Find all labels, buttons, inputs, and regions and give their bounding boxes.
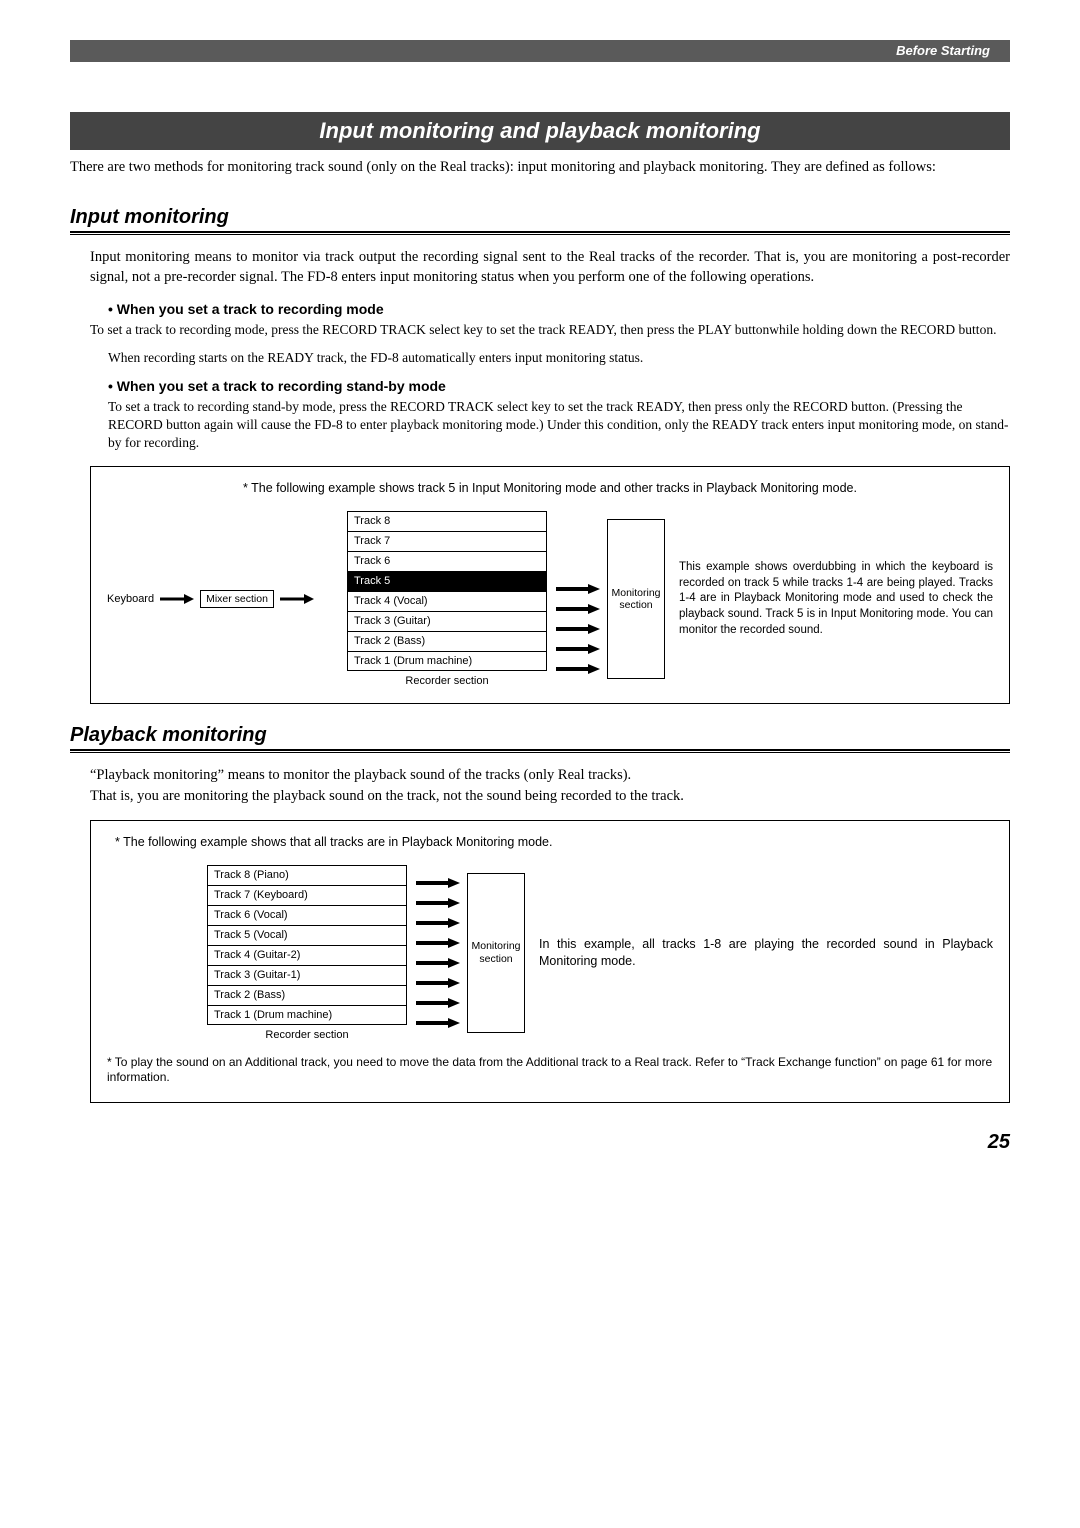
bullet-text-2: To set a track to recording stand-by mod… <box>108 398 1010 453</box>
diagram-2-tracks: Track 8 (Piano)Track 7 (Keyboard)Track 6… <box>207 865 407 1041</box>
arrow-slot <box>407 893 467 913</box>
track-cell: Track 1 (Drum machine) <box>207 1005 407 1025</box>
track-cell: Track 3 (Guitar-1) <box>207 965 407 985</box>
diagram-1-caption: * The following example shows track 5 in… <box>107 481 993 495</box>
track-cell: Track 2 (Bass) <box>207 985 407 1005</box>
playback-monitoring-heading: Playback monitoring <box>70 724 1010 747</box>
header-bar: Before Starting <box>70 40 1010 62</box>
arrow-slot <box>407 953 467 973</box>
page-number: 25 <box>70 1131 1010 1154</box>
arrow-slot <box>547 519 607 539</box>
arrow-slot <box>407 873 467 893</box>
arrow-slot <box>547 639 607 659</box>
track-cell: Track 3 (Guitar) <box>347 611 547 631</box>
track-cell: Track 1 (Drum machine) <box>347 651 547 671</box>
arrow-icon <box>160 594 194 604</box>
track-cell: Track 7 <box>347 531 547 551</box>
input-monitoring-heading: Input monitoring <box>70 206 1010 229</box>
bullet-text-1b: When recording starts on the READY track… <box>108 349 1010 367</box>
arrow-slot <box>547 599 607 619</box>
intro-text: There are two methods for monitoring tra… <box>70 158 1010 178</box>
recorder-label: Recorder section <box>347 675 547 687</box>
keyboard-label: Keyboard <box>107 593 154 605</box>
recorder-label-2: Recorder section <box>207 1029 407 1041</box>
diagram-2-note: In this example, all tracks 1-8 are play… <box>539 936 993 970</box>
arrow-slot <box>547 659 607 679</box>
arrow-icon <box>280 594 314 604</box>
arrow-slot <box>407 973 467 993</box>
track-cell: Track 8 (Piano) <box>207 865 407 885</box>
diagram-2: * The following example shows that all t… <box>90 820 1010 1103</box>
track-cell: Track 8 <box>347 511 547 531</box>
arrow-slot <box>407 913 467 933</box>
diagram-1-tracks: Track 8Track 7Track 6Track 5Track 4 (Voc… <box>347 511 547 687</box>
monitoring-box-2: Monitoring section <box>467 873 525 1033</box>
header-section-label: Before Starting <box>896 43 990 58</box>
diagram-1: * The following example shows track 5 in… <box>90 466 1010 704</box>
page-title: Input monitoring and playback monitoring <box>70 112 1010 150</box>
mixer-label: Mixer section <box>200 590 274 608</box>
track-cell: Track 5 (Vocal) <box>207 925 407 945</box>
diagram-1-note: This example shows overdubbing in which … <box>679 560 993 638</box>
monitoring-box: Monitoring section <box>607 519 665 679</box>
page: Before Starting Input monitoring and pla… <box>0 0 1080 1184</box>
arrow-slot <box>547 559 607 579</box>
arrow-slot <box>407 1013 467 1033</box>
arrow-slot <box>547 539 607 559</box>
section-rule <box>70 231 1010 235</box>
diagram-2-arrows <box>407 873 467 1033</box>
bullet-text-1a: To set a track to recording mode, press … <box>90 321 1010 339</box>
arrow-slot <box>407 993 467 1013</box>
input-monitoring-text: Input monitoring means to monitor via tr… <box>90 247 1010 288</box>
diagram-1-left: Keyboard Mixer section <box>107 590 347 608</box>
diagram-2-footnote: * To play the sound on an Additional tra… <box>107 1055 993 1086</box>
monitoring-box-wrap: Monitoring section <box>607 519 665 679</box>
monitoring-box-wrap-2: Monitoring section <box>467 873 525 1033</box>
section-rule <box>70 749 1010 753</box>
track-cell: Track 6 <box>347 551 547 571</box>
track-cell: Track 7 (Keyboard) <box>207 885 407 905</box>
diagram-1-arrows <box>547 519 607 679</box>
playback-monitoring-text: “Playback monitoring” means to monitor t… <box>90 765 1010 806</box>
track-cell: Track 4 (Vocal) <box>347 591 547 611</box>
bullet-heading-1: • When you set a track to recording mode <box>108 301 1010 317</box>
track-cell: Track 2 (Bass) <box>347 631 547 651</box>
diagram-2-caption: * The following example shows that all t… <box>115 835 993 849</box>
bullet-heading-2: • When you set a track to recording stan… <box>108 378 1010 394</box>
arrow-slot <box>547 619 607 639</box>
arrow-slot <box>407 933 467 953</box>
arrow-slot <box>547 579 607 599</box>
track-cell: Track 4 (Guitar-2) <box>207 945 407 965</box>
track-cell: Track 5 <box>347 571 547 591</box>
track-cell: Track 6 (Vocal) <box>207 905 407 925</box>
